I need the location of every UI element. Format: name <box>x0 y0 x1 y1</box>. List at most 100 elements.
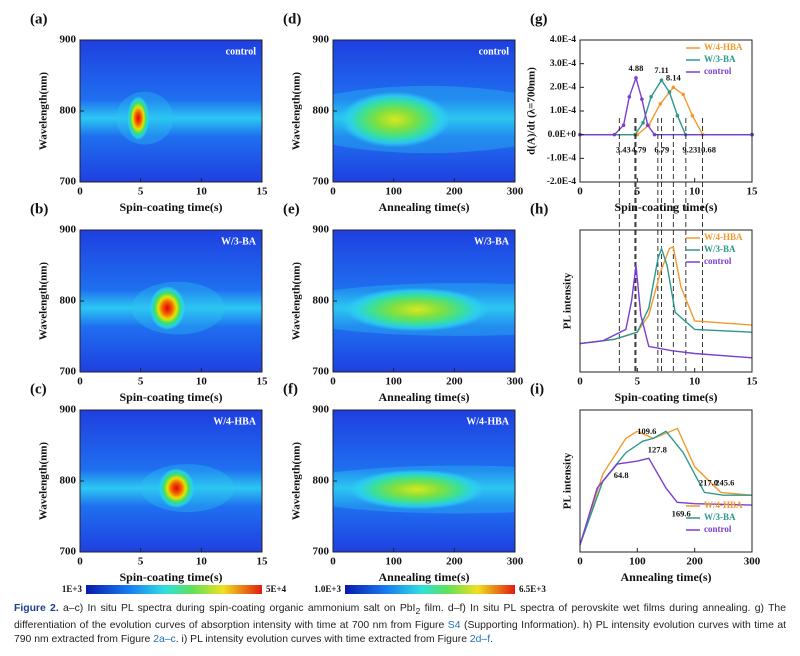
x-tick-label: 100 <box>385 376 402 388</box>
x-tick-label: 5 <box>635 186 641 198</box>
x-tick-label: 200 <box>446 186 463 198</box>
x-tick-label: 15 <box>257 556 269 568</box>
caption-text[interactable]: 2a–c <box>153 634 176 646</box>
x-axis-title: Spin-coating time(s) <box>615 200 718 214</box>
series-marker <box>612 132 617 137</box>
y-tick-label: 700 <box>60 546 77 558</box>
annotation: 3.43 <box>616 145 631 155</box>
series-marker <box>641 121 645 125</box>
y-tick-label: 0.0E+0 <box>548 130 577 140</box>
x-axis-title: Annealing time(s) <box>379 570 470 584</box>
x-axis-title: Annealing time(s) <box>621 570 712 584</box>
x-tick-label: 5 <box>138 186 144 198</box>
panel-label: (h) <box>530 201 548 217</box>
x-tick-label: 200 <box>446 376 463 388</box>
series-marker <box>658 102 663 106</box>
annotation: 8.14 <box>666 72 682 82</box>
x-tick-label: 10 <box>689 376 701 388</box>
caption-text: . i) PL intensity evolution curves with … <box>175 634 470 646</box>
y-tick-label: 900 <box>60 34 77 46</box>
legend-label: control <box>704 524 732 534</box>
series-line <box>579 265 753 359</box>
series-marker <box>667 90 672 94</box>
series-marker <box>652 132 657 137</box>
x-axis-title: Spin-coating time(s) <box>120 570 223 584</box>
caption-text[interactable]: 2d–f <box>469 634 491 646</box>
y-axis-title: Wavelength(nm) <box>38 72 50 151</box>
heatmap-peak <box>339 91 450 148</box>
inset-label: W/4-HBA <box>466 416 510 427</box>
x-axis-title: Spin-coating time(s) <box>120 390 223 404</box>
annotation: 7.11 <box>654 65 668 75</box>
annotation: 4.79 <box>631 145 646 155</box>
annotation: 64.8 <box>614 470 629 480</box>
panel-label: (i) <box>530 381 544 397</box>
series-line <box>579 246 753 345</box>
series-marker <box>675 113 680 118</box>
caption-text: (Supporting Information). h) PL intensit… <box>14 619 786 646</box>
caption-text: a–c) In situ PL spectra during spin-coat… <box>58 603 416 614</box>
x-tick-label: 0 <box>330 186 336 198</box>
legend-label: W/3-BA <box>704 54 736 64</box>
y-axis-title: PL intensity <box>562 272 574 329</box>
x-tick-label: 15 <box>257 376 269 388</box>
x-tick-label: 300 <box>507 376 524 388</box>
inset-label: control <box>479 46 510 57</box>
colorbar <box>345 585 515 594</box>
annotation: 6.79 <box>654 145 669 155</box>
series-line <box>580 86 752 136</box>
caption-text: film. d–f) In situ PL spectra of perovsk… <box>14 603 786 631</box>
series-line <box>580 78 752 136</box>
y-tick-label: 800 <box>60 475 77 487</box>
y-tick-label: 700 <box>60 366 77 378</box>
heatmap-peak <box>348 469 485 510</box>
y-axis-title: Wavelength(nm) <box>291 262 303 341</box>
x-tick-label: 300 <box>507 556 524 568</box>
series-marker <box>671 85 676 90</box>
y-axis-title: Wavelength(nm) <box>291 72 303 151</box>
inset-label: control <box>226 46 257 57</box>
colorbar-max: 6.5E+3 <box>519 584 546 594</box>
x-tick-label: 300 <box>744 556 761 568</box>
figure: (a) control 0 5 10 15 700 800 900 Spin-coating ti… <box>30 11 761 594</box>
heatmap-peak <box>149 286 186 331</box>
y-axis-title: Wavelength(nm) <box>38 442 50 521</box>
x-tick-label: 200 <box>686 556 703 568</box>
x-tick-label: 10 <box>196 186 208 198</box>
x-tick-label: 100 <box>629 556 646 568</box>
panel-label: (c) <box>30 381 47 397</box>
x-tick-label: 0 <box>577 376 583 388</box>
y-tick-label: 800 <box>313 475 330 487</box>
heatmap <box>333 410 515 552</box>
annotation: 245.6 <box>715 477 734 487</box>
heatmap <box>80 410 262 552</box>
y-tick-label: 700 <box>313 546 330 558</box>
caption-text[interactable]: S4 <box>447 619 461 631</box>
series-marker <box>627 95 632 99</box>
x-tick-label: 15 <box>747 376 759 388</box>
annotation: 10.68 <box>697 145 716 155</box>
x-axis-title: Spin-coating time(s) <box>120 200 223 214</box>
y-tick-label: -2.0E-4 <box>547 177 577 187</box>
x-tick-label: 0 <box>577 556 583 568</box>
y-tick-label: 900 <box>313 224 330 236</box>
series-marker <box>690 113 695 118</box>
legend-label: W/4-HBA <box>704 232 743 242</box>
x-tick-label: 5 <box>635 376 641 388</box>
y-tick-label: 700 <box>60 176 77 188</box>
heatmap-background <box>80 40 262 182</box>
inset-label: W/4-HBA <box>213 416 257 427</box>
series-marker <box>634 76 638 80</box>
y-tick-label: 800 <box>313 295 330 307</box>
series-marker <box>659 78 664 83</box>
y-tick-label: 700 <box>313 176 330 188</box>
legend-label: control <box>704 66 732 76</box>
y-tick-label: 900 <box>60 224 77 236</box>
panel-label: (b) <box>30 201 48 217</box>
annotation: 9.23 <box>682 145 697 155</box>
y-tick-label: 900 <box>313 34 330 46</box>
legend-label: W/4-HBA <box>704 42 743 52</box>
x-tick-label: 100 <box>385 186 402 198</box>
annotation: 217.0 <box>699 477 718 487</box>
